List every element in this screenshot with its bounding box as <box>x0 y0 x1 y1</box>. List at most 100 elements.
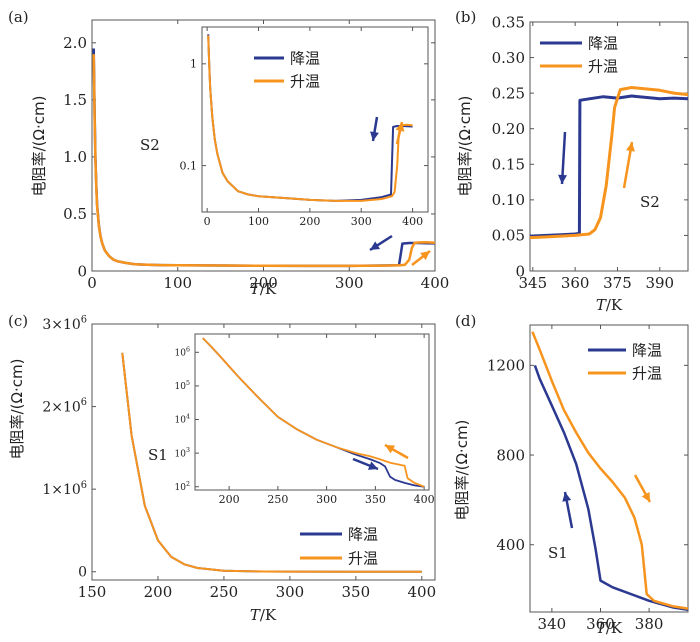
panel-a-xtick-label: 200 <box>249 274 278 292</box>
panel-c-label: (c) <box>8 312 28 330</box>
panel-a-inset-xtick-label: 0 <box>204 215 211 228</box>
panel-d-y-axis-label: 电阻率/(Ω·cm) <box>453 420 471 521</box>
panel-b-xtick-label: 360 <box>561 274 590 292</box>
panel-a-xtick-label: 0 <box>87 274 97 292</box>
panel-d-xtick-label: 360 <box>586 615 615 633</box>
panel-a-inset-cooling-arrow-head <box>370 131 379 141</box>
panel-a-heating-arrow-head <box>420 251 430 261</box>
panel-d-legend-label: 降温 <box>632 342 662 360</box>
panel-a-xtick-label: 300 <box>335 274 364 292</box>
panel-c-xtick-label: 300 <box>276 583 305 601</box>
panel-a-inset-legend-label: 降温 <box>290 50 320 68</box>
panel-d-xtick-label: 340 <box>538 615 567 633</box>
panel-b-ytick-label: 0.20 <box>492 120 525 138</box>
panel-a: 0 100 200 300 400 0 0.5 1.0 1.5 2.0 (a) S2 电阻率/(Ω·cm… <box>8 8 449 298</box>
panel-b-ytick-label: 0.10 <box>492 191 525 209</box>
panel-c-heating-line <box>121 352 422 573</box>
panel-b-ytick-label: 0.15 <box>492 156 525 174</box>
panel-a-heating-line <box>92 54 436 268</box>
panel-a-inset-plot-area <box>201 26 429 213</box>
panel-c-inset-xtick-label: 200 <box>219 493 240 506</box>
panel-a-cooling-arrow-head <box>370 241 381 250</box>
panel-d-xtick-label: 380 <box>635 615 664 633</box>
panel-b-sample-label: S2 <box>640 193 660 211</box>
panel-a-ytick-label: 2.0 <box>63 34 87 52</box>
panel-b-xtick-label: 375 <box>603 274 632 292</box>
panel-c-ytick-label: 1×106 <box>42 480 87 498</box>
panel-d-label: (d) <box>455 312 476 330</box>
panel-c-y-axis-label: 电阻率/(Ω·cm) <box>8 359 26 460</box>
panel-b-heating-line <box>529 86 689 240</box>
panel-d-cooling-line <box>533 364 689 612</box>
panel-c-legend-label: 降温 <box>348 526 378 544</box>
panel-c-plot-area <box>91 323 436 581</box>
panel-c-xtick-label: 350 <box>342 583 371 601</box>
panel-a-inset-ytick-label: 0.1 <box>180 159 198 172</box>
panel-b-label: (b) <box>455 8 476 26</box>
panel-c-ytick-label: 3×106 <box>42 315 87 333</box>
panel-d-ytick-label: 800 <box>496 446 525 464</box>
panel-c-inset-cooling-arrow-head <box>367 461 378 470</box>
panel-d-ytick-label: 400 <box>496 536 525 554</box>
panel-c-inset-xtick-label: 400 <box>414 493 435 506</box>
panel-c-sample-label: S1 <box>148 446 168 464</box>
panel-b-legend-label: 降温 <box>588 35 618 53</box>
panel-c-legend-label: 升温 <box>348 550 378 568</box>
panel-c-inset-background <box>195 334 429 490</box>
panel-b-x-axis-label: T/K <box>596 296 623 314</box>
panel-b-plot-area <box>529 21 689 272</box>
panel-c-inset-xtick-label: 350 <box>365 493 386 506</box>
panel-d-ytick-label: 1200 <box>487 357 525 375</box>
panel-b-ytick-label: 0.25 <box>492 84 525 102</box>
panel-b-ytick-label: 0.05 <box>492 227 525 245</box>
panel-c-inset-heating-line <box>202 337 425 488</box>
panel-b-xtick-label: 345 <box>519 274 548 292</box>
panel-b-ytick-label: 0 <box>515 262 525 280</box>
panel-c-ytick-label: 0 <box>78 565 87 581</box>
panel-a-label: (a) <box>8 8 29 26</box>
panel-a-inset-xtick-label: 400 <box>402 215 423 228</box>
panel-a-inset-legend-label: 升温 <box>290 73 320 91</box>
panel-a-inset-ytick-label: 1 <box>190 58 197 71</box>
panel-a-xtick-label: 400 <box>421 274 450 292</box>
panel-a-inset-xtick-label: 200 <box>299 215 320 228</box>
panel-a-ytick-label: 0 <box>77 262 87 280</box>
panel-b: 345 360 375 390 0 0.05 0.10 0.15 0.20 0.25 0.30 0.3… <box>455 8 689 314</box>
panel-c-xtick-label: 250 <box>210 583 239 601</box>
panel-a-y-axis-label: 电阻率/(Ω·cm) <box>30 96 48 197</box>
panel-b-legend-label: 升温 <box>588 58 618 76</box>
panel-b-heating-arrow-head <box>626 142 635 152</box>
panel-a-ytick-label: 1.5 <box>63 91 87 109</box>
panel-b-xtick-label: 390 <box>645 274 674 292</box>
panel-a-inset-background <box>202 27 428 212</box>
panel-a-x-axis-label: T/K <box>250 280 277 298</box>
panel-c-inset-xtick-label: 300 <box>316 493 337 506</box>
panel-c-inset-heating-arrow-head <box>385 445 396 454</box>
panel-a-ytick-label: 0.5 <box>63 205 87 223</box>
panel-d-legend-label: 升温 <box>632 365 662 383</box>
panel-b-ytick-label: 0.35 <box>492 13 525 31</box>
panel-a-xtick-label: 100 <box>163 274 192 292</box>
panel-d: 340 360 380 400 800 1200 (d) S1 电阻率/(Ω·cm) T/K 降温升… <box>453 312 689 637</box>
panel-b-ytick-label: 0.30 <box>492 49 525 67</box>
panel-c-inset-xtick-label: 250 <box>267 493 288 506</box>
panel-c-inset-ytick-label: 104 <box>175 414 190 426</box>
panel-d-sample-label: S1 <box>548 544 568 562</box>
panel-a-inset-xtick-label: 300 <box>351 215 372 228</box>
panel-a-inset-xtick-label: 100 <box>248 215 269 228</box>
panel-a-sample-label: S2 <box>140 136 160 154</box>
panel-c-inset-ytick-label: 103 <box>175 447 190 459</box>
panel-d-x-axis-label: T/K <box>596 619 623 637</box>
panel-b-y-axis-label: 电阻率/(Ω·cm) <box>456 96 474 197</box>
panel-a-inset-heating-arrow-head <box>395 122 405 132</box>
panel-c-inset-ytick-label: 105 <box>175 380 190 392</box>
panel-c-inset-plot-area <box>194 333 430 491</box>
panel-c-ytick-label: 2×106 <box>42 397 87 415</box>
panel-c-inset-ytick-label: 102 <box>175 481 190 493</box>
panel-c-x-axis-label: T/K <box>250 606 277 624</box>
panel-d-plot-area <box>529 324 689 613</box>
panel-c-xtick-label: 200 <box>144 583 173 601</box>
panel-d-heating-arrow-head <box>641 491 650 502</box>
panel-c-inset-ytick-label: 106 <box>175 346 190 358</box>
